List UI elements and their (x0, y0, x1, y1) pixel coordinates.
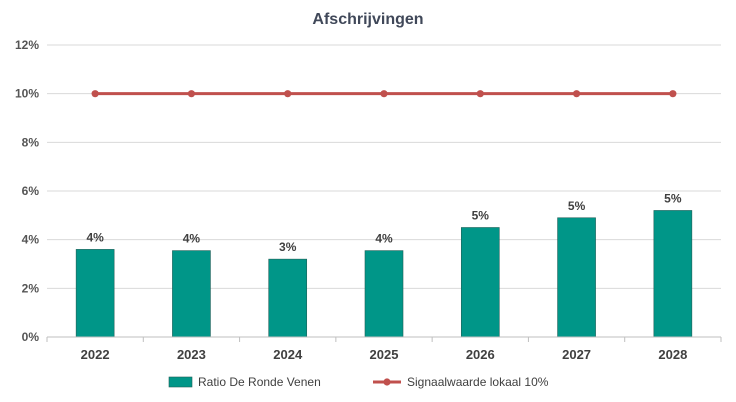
label-layer: 4% 4% 3% 4% 5% 5% 5% (86, 191, 681, 254)
legend-label: Ratio De Ronde Venen (198, 375, 321, 389)
x-tick-label: 2027 (562, 347, 591, 362)
y-tick-label: 6% (22, 184, 40, 198)
bar (653, 210, 693, 338)
line-point (91, 90, 99, 98)
bar (364, 250, 404, 338)
line-layer (91, 90, 677, 98)
bar (172, 250, 211, 338)
x-tick-label: 2026 (466, 347, 495, 362)
bar (75, 249, 115, 338)
legend-swatch-marker (383, 378, 391, 386)
data-label: 4% (86, 230, 104, 244)
data-label: 5% (568, 199, 586, 213)
legend-label: Signaalwaarde lokaal 10% (407, 375, 549, 389)
data-label: 4% (183, 232, 201, 246)
bar (557, 217, 596, 338)
data-label: 5% (472, 209, 490, 223)
legend: Ratio De Ronde Venen Signaalwaarde lokaal… (168, 375, 549, 389)
chart-title: Afschrijvingen (312, 11, 423, 28)
x-tick-label: 2022 (81, 347, 110, 362)
y-tick-label: 12% (15, 38, 39, 52)
y-tick-label: 8% (22, 135, 40, 149)
line-point (572, 90, 581, 98)
legend-swatch-bar (168, 376, 193, 388)
line-point (284, 90, 292, 98)
x-tick-label: 2023 (177, 347, 206, 362)
bar (460, 227, 500, 338)
y-tick-label: 10% (15, 87, 39, 101)
line-point (476, 90, 484, 98)
y-tick-label: 2% (22, 281, 40, 295)
y-tick-label: 4% (22, 233, 40, 247)
data-label: 3% (279, 240, 297, 254)
x-tick-label: 2028 (658, 347, 687, 362)
x-tick-label: 2024 (273, 347, 303, 362)
bar (268, 258, 308, 338)
axis-layer: 0% 2% 4% 6% 8% 10% 12% 2022 2023 2024 2025 2026 2027… (15, 38, 722, 362)
line-point (380, 90, 388, 98)
line-point (187, 90, 196, 98)
x-tick-label: 2025 (370, 347, 399, 362)
line-point (669, 90, 677, 98)
data-label: 5% (664, 191, 682, 205)
y-tick-label: 0% (22, 330, 40, 344)
bar-layer (75, 210, 693, 338)
data-label: 4% (375, 232, 393, 246)
